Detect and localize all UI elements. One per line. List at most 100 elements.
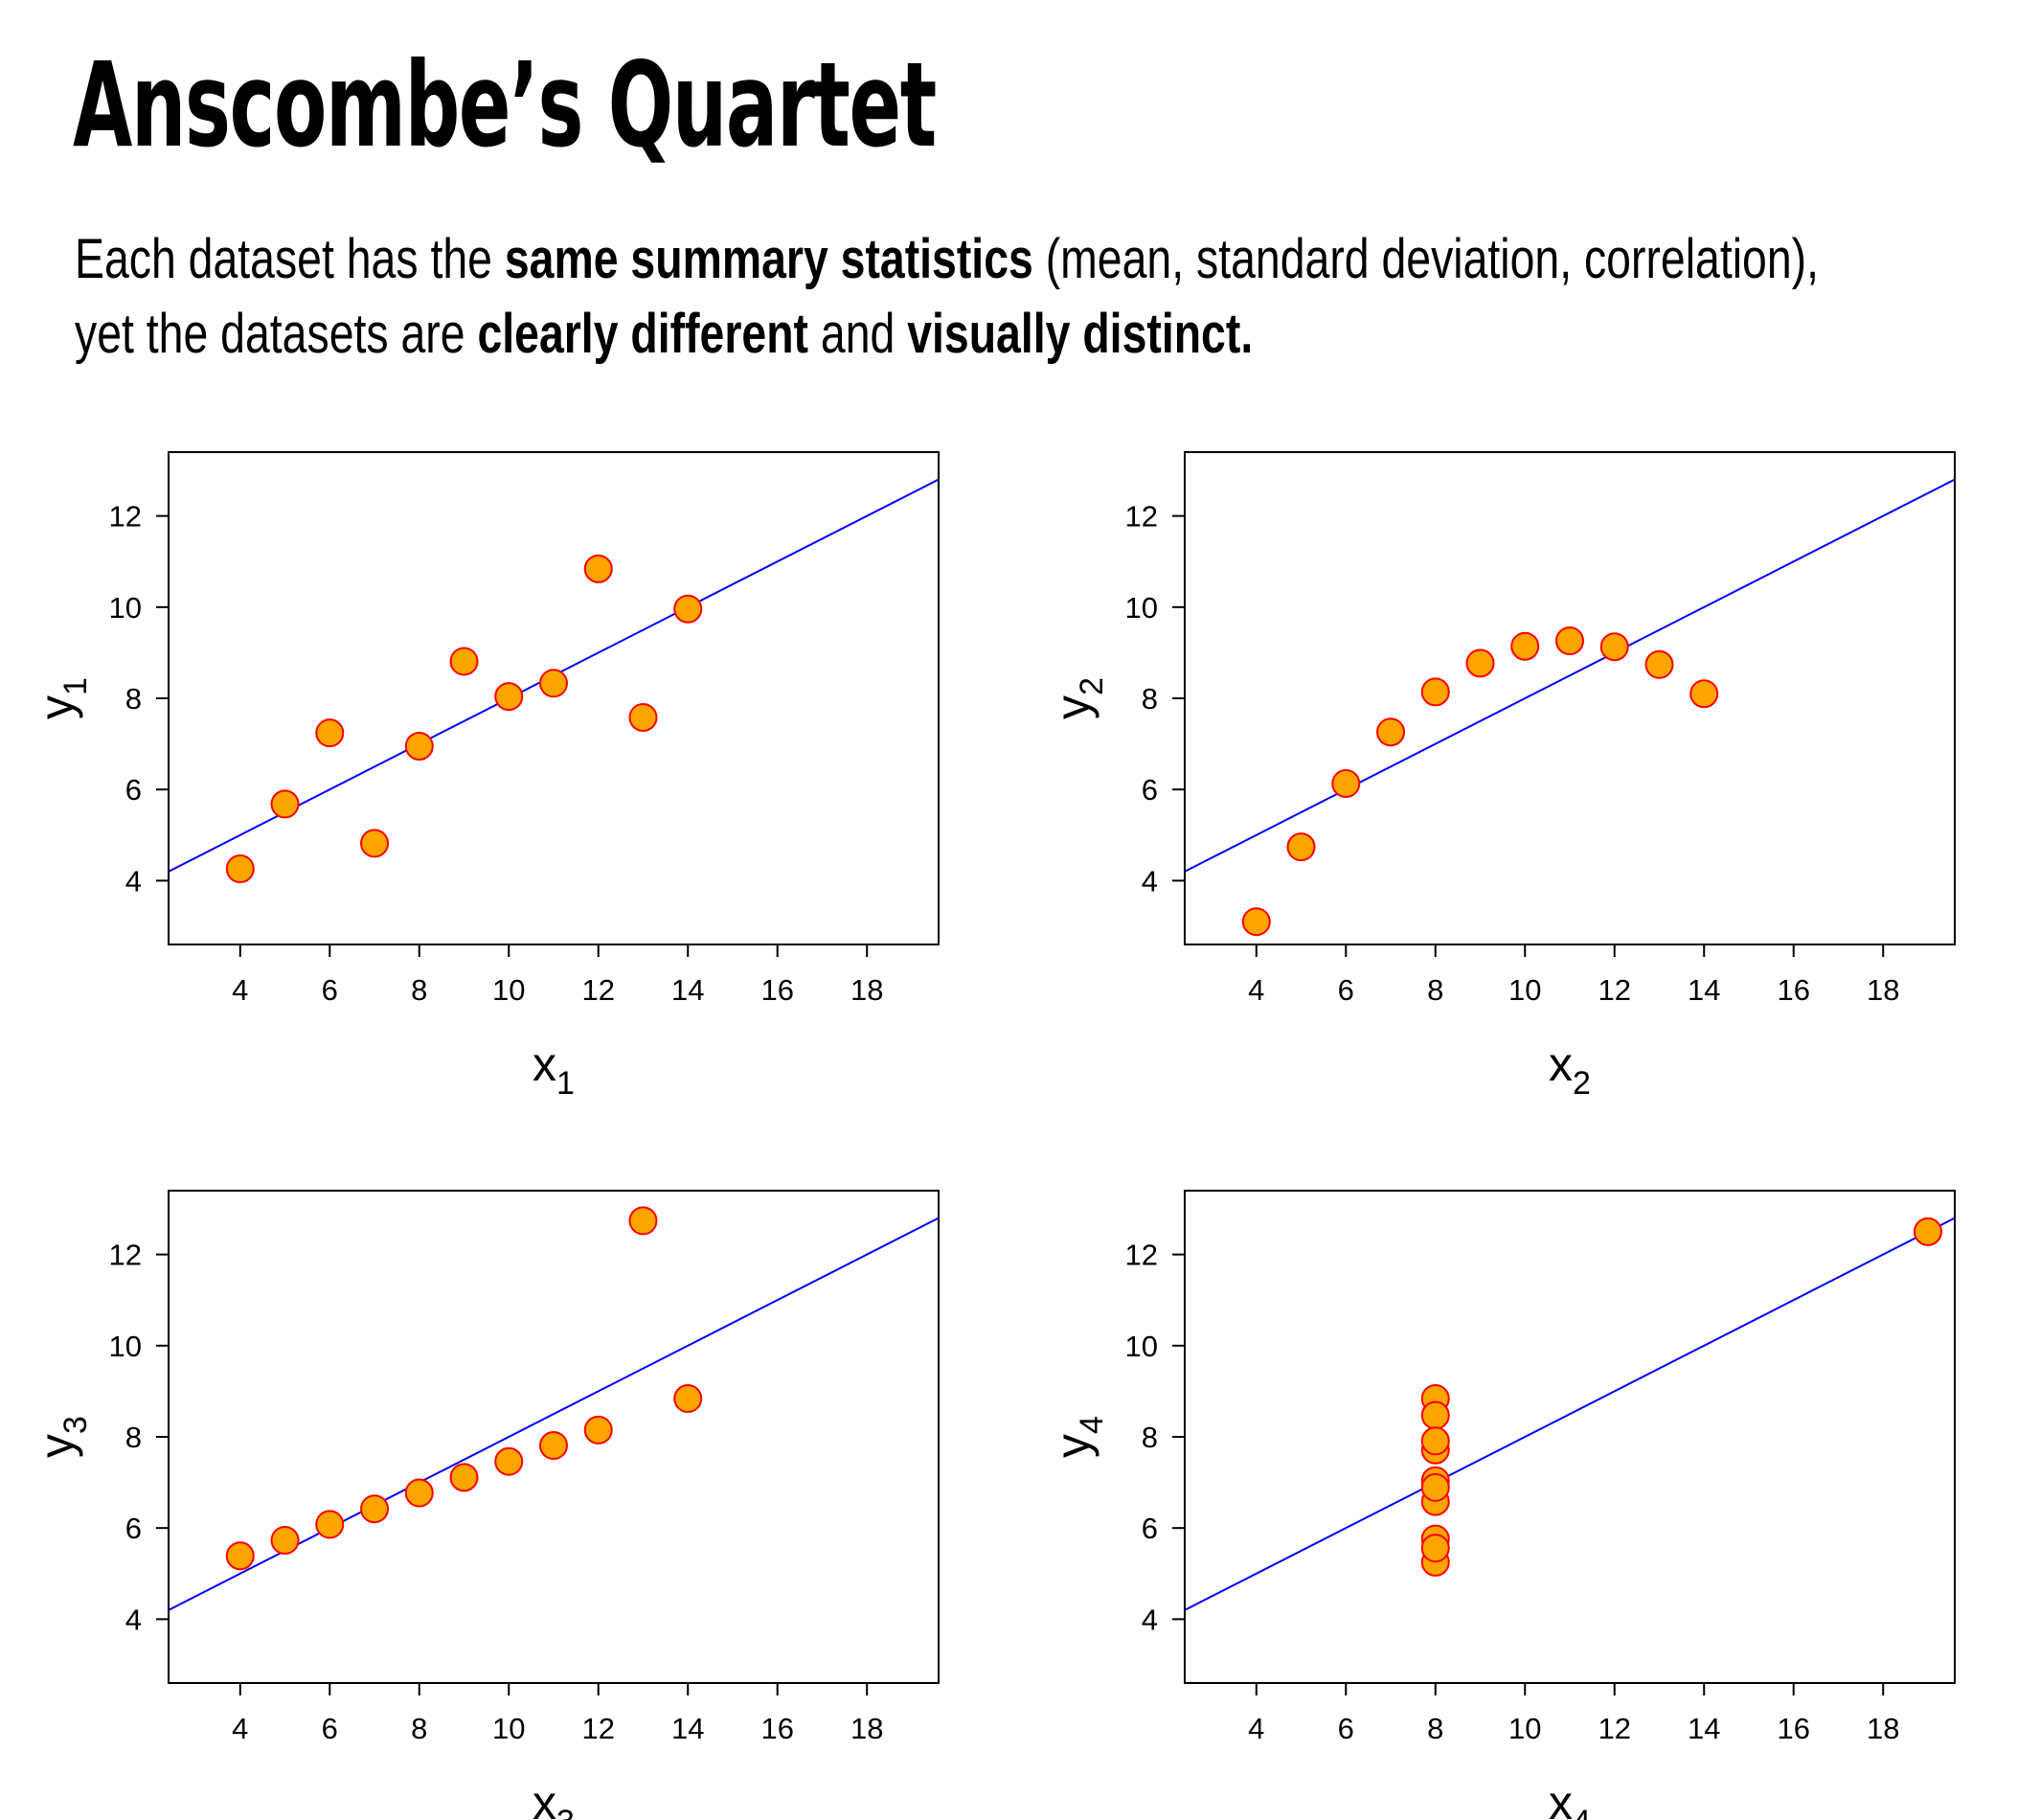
- x-axis-label-subscript: 4: [1573, 1804, 1591, 1820]
- data-point: [404, 731, 434, 761]
- x-tick-label: 16: [1777, 1712, 1809, 1745]
- data-point: [270, 789, 300, 819]
- x-tick-label: 14: [1688, 1712, 1720, 1745]
- x-tick-label: 10: [492, 1712, 525, 1745]
- data-point: [1331, 768, 1361, 798]
- x-tick-label: 12: [1598, 1712, 1631, 1745]
- subtitle-run: and: [808, 303, 908, 365]
- x-tick-label: 10: [1508, 973, 1541, 1007]
- data-point: [1376, 717, 1406, 747]
- data-point: [404, 1478, 434, 1508]
- y-tick-label: 8: [1142, 682, 1158, 716]
- data-point: [1420, 1472, 1450, 1502]
- x-tick-label: 6: [1338, 1712, 1354, 1745]
- y-tick-label: 6: [125, 1512, 142, 1545]
- y-tick-label: 6: [1142, 773, 1158, 807]
- y-axis-label-subscript: 4: [1074, 1416, 1110, 1434]
- x-tick-label: 6: [1338, 973, 1354, 1007]
- data-point: [494, 682, 524, 712]
- data-point: [673, 594, 703, 624]
- data-point: [1510, 631, 1540, 661]
- x-axis-label-main: x: [1549, 1776, 1573, 1820]
- data-point: [270, 1526, 300, 1556]
- data-point: [673, 1384, 703, 1414]
- y-tick-label: 4: [125, 864, 142, 898]
- x-tick-label: 4: [232, 1712, 248, 1745]
- x-axis-label-subscript: 2: [1573, 1065, 1591, 1102]
- data-point: [225, 853, 255, 883]
- x-tick-label: 18: [850, 973, 883, 1007]
- y-tick-label: 6: [1142, 1512, 1158, 1545]
- x-tick-label: 12: [1598, 973, 1631, 1007]
- x-axis-label-subscript: 1: [556, 1065, 575, 1102]
- x-axis-label-main: x: [1549, 1037, 1573, 1091]
- data-point: [315, 1510, 345, 1539]
- x-tick-label: 8: [1427, 973, 1443, 1007]
- y-tick-label: 10: [1125, 1330, 1158, 1363]
- subtitle-line-2: yet the datasets are clearly different a…: [75, 297, 1819, 372]
- data-point: [1555, 626, 1584, 656]
- data-point: [1689, 679, 1719, 709]
- subtitle-run: Each dataset has the: [75, 228, 505, 290]
- y-tick-label: 10: [109, 591, 142, 625]
- y-tick-label: 4: [1142, 1603, 1158, 1636]
- subtitle-run: clearly different: [477, 303, 808, 365]
- y-axis-label-main: y: [1046, 695, 1099, 719]
- y-axis-label: y3: [30, 1416, 94, 1458]
- page-title: Anscombe’s Quartet: [73, 37, 937, 173]
- x-tick-label: 4: [232, 973, 248, 1007]
- data-point: [628, 702, 658, 732]
- data-point: [360, 1494, 390, 1524]
- y-tick-label: 8: [125, 1421, 142, 1454]
- x-tick-label: 14: [1688, 973, 1720, 1007]
- y-tick-label: 10: [109, 1330, 142, 1363]
- y-tick-label: 4: [1142, 864, 1158, 898]
- data-point: [449, 1463, 479, 1492]
- subtitle: Each dataset has the same summary statis…: [75, 222, 1819, 372]
- subtitle-run: visually distinct.: [907, 303, 1254, 365]
- x-tick-label: 6: [322, 1712, 338, 1745]
- x-tick-label: 12: [582, 973, 615, 1007]
- y-tick-label: 8: [125, 682, 142, 716]
- y-axis-label-main: y: [30, 695, 83, 719]
- x-axis-label: x3: [533, 1776, 575, 1820]
- data-point: [1644, 649, 1674, 679]
- x-tick-label: 18: [1867, 1712, 1899, 1745]
- x-tick-label: 14: [671, 1712, 704, 1745]
- data-point: [539, 1431, 568, 1461]
- data-point: [539, 669, 568, 698]
- data-point: [360, 829, 390, 858]
- data-point: [1420, 1400, 1450, 1430]
- y-tick-label: 12: [1125, 500, 1158, 534]
- x-tick-label: 8: [1427, 1712, 1443, 1745]
- x-tick-label: 18: [850, 1712, 883, 1745]
- data-point: [1465, 648, 1495, 678]
- x-tick-label: 18: [1867, 973, 1899, 1007]
- x-tick-label: 10: [1508, 1712, 1541, 1745]
- x-axis-label: x2: [1549, 1037, 1591, 1102]
- y-axis-label-subscript: 1: [57, 677, 94, 695]
- y-axis-label-subscript: 2: [1074, 677, 1110, 695]
- x-axis-label-main: x: [533, 1776, 556, 1820]
- plot-frame: [1184, 1190, 1956, 1684]
- data-point: [1420, 1534, 1450, 1563]
- x-axis-label: x4: [1549, 1776, 1591, 1820]
- data-point: [449, 647, 479, 676]
- x-axis-label: x1: [533, 1037, 575, 1102]
- subtitle-line-1: Each dataset has the same summary statis…: [75, 222, 1819, 297]
- x-tick-label: 8: [411, 1712, 427, 1745]
- x-axis-label-subscript: 3: [556, 1804, 575, 1820]
- data-point: [1241, 907, 1271, 937]
- data-point: [583, 554, 613, 583]
- y-axis-label: y2: [1046, 677, 1110, 719]
- x-tick-label: 6: [322, 973, 338, 1007]
- y-tick-label: 12: [109, 1239, 142, 1272]
- x-tick-label: 16: [760, 973, 793, 1007]
- data-point: [1420, 677, 1450, 707]
- x-tick-label: 16: [760, 1712, 793, 1745]
- y-tick-label: 12: [109, 500, 142, 534]
- data-point: [628, 1206, 658, 1236]
